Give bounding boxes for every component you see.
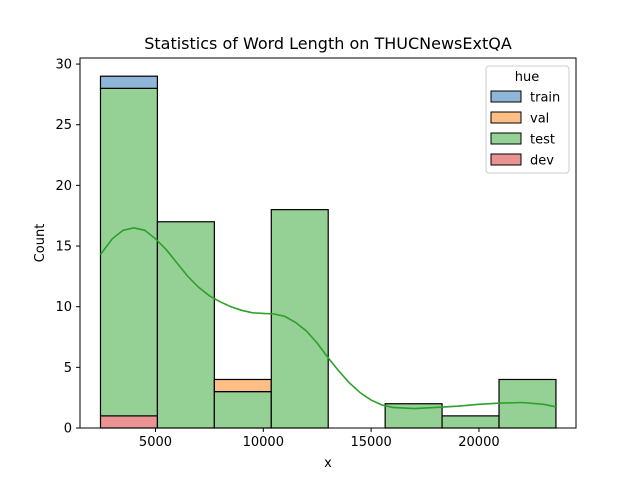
- kde-line-test: [99, 226, 557, 410]
- chart-title: Statistics of Word Length on THUCNewsExt…: [144, 34, 512, 53]
- legend-label-test: test: [530, 133, 555, 148]
- y-axis-label: Count: [33, 224, 48, 263]
- x-tick-label: 20000: [458, 435, 499, 450]
- legend-label-train: train: [530, 91, 560, 106]
- y-tick-label: 15: [55, 240, 72, 255]
- bar-test-bin-4: [270, 209, 329, 429]
- y-tick-label: 20: [55, 179, 72, 194]
- legend-swatch-train: [490, 90, 522, 103]
- legend-swatch-dev: [490, 153, 522, 166]
- bars-group: [99, 75, 557, 429]
- y-axis-ticks: 0 5 10 15 20 25 30: [55, 58, 80, 437]
- y-tick-label: 30: [55, 58, 72, 73]
- bar-train-bin-1: [99, 75, 159, 89]
- legend-swatch-test: [490, 132, 522, 145]
- x-tick-label: 15000: [350, 435, 391, 450]
- bar-test-bin-3: [213, 391, 272, 429]
- legend-items: train val test dev: [490, 90, 560, 169]
- x-axis-ticks: 5000 10000 15000 20000: [139, 428, 500, 450]
- x-axis-label: x: [324, 456, 332, 471]
- legend: hue train val test dev: [485, 65, 570, 174]
- bar-test-bin-7: [441, 415, 500, 429]
- legend-title: hue: [515, 70, 539, 85]
- legend-swatch-val: [490, 111, 522, 124]
- y-tick-label: 0: [64, 422, 72, 437]
- kde-group: [99, 226, 557, 410]
- plot-frame: [79, 57, 577, 429]
- legend-label-val: val: [530, 112, 549, 127]
- y-tick-label: 10: [55, 300, 72, 315]
- bar-test-bin-2: [156, 221, 215, 429]
- bar-dev-bin-1: [99, 415, 159, 429]
- y-tick-label: 25: [55, 118, 72, 133]
- x-tick-label: 5000: [139, 435, 172, 450]
- y-tick-label: 5: [64, 361, 72, 376]
- x-tick-label: 10000: [243, 435, 284, 450]
- bar-val-bin-3: [213, 378, 272, 393]
- legend-label-dev: dev: [530, 154, 554, 169]
- bar-test-bin-1: [99, 87, 159, 417]
